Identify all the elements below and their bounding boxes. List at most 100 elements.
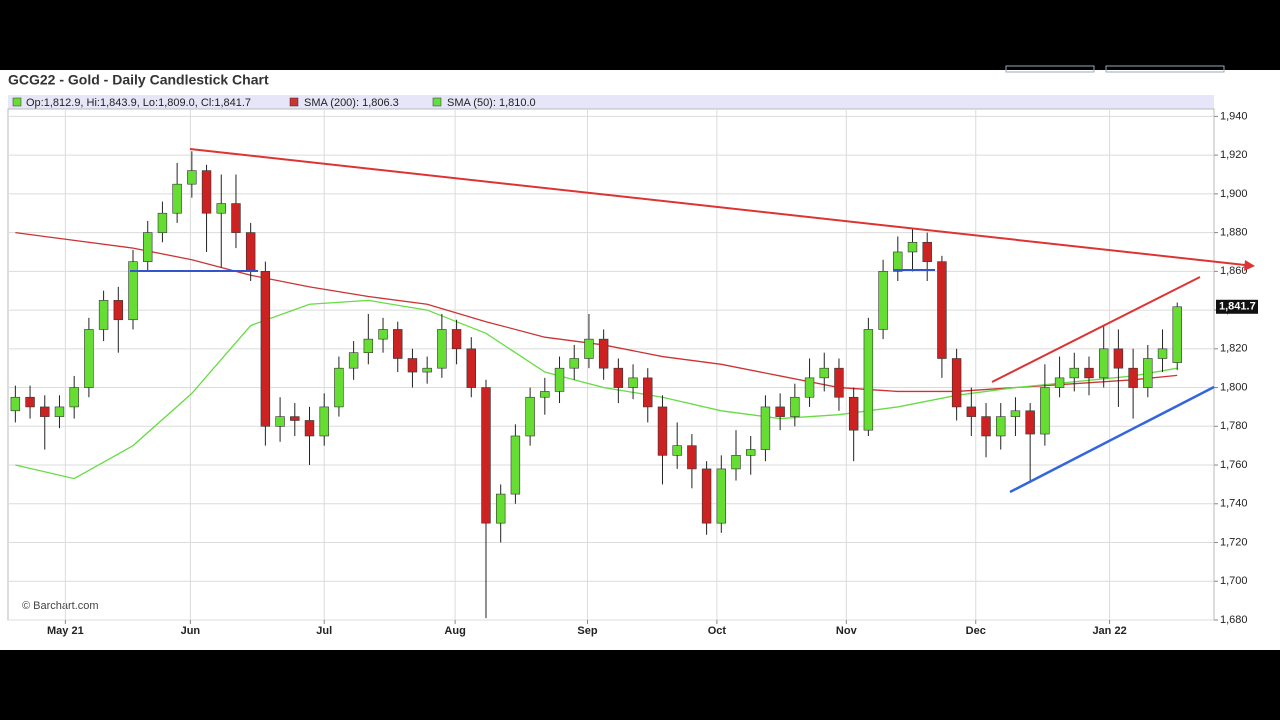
y-tick-label: 1,920 <box>1220 149 1248 161</box>
candle-body <box>893 251 903 272</box>
candle-body <box>245 232 256 272</box>
x-tick-label: Nov <box>836 625 858 637</box>
toolbar-button[interactable] <box>1105 65 1225 73</box>
candle-body <box>1128 367 1138 388</box>
candle-body <box>231 203 241 233</box>
y-tick-label: 1,720 <box>1220 536 1248 548</box>
legend-swatch <box>289 97 299 107</box>
candle-body <box>628 377 638 388</box>
candle-body <box>172 183 182 214</box>
candle-body <box>687 445 697 470</box>
candle-body <box>378 329 388 340</box>
candle-body <box>554 367 565 392</box>
candle-body <box>304 420 315 437</box>
candle-body <box>466 348 476 388</box>
legend-swatch <box>432 97 442 107</box>
y-tick-label: 1,940 <box>1220 110 1248 122</box>
x-tick-label: Sep <box>577 625 597 637</box>
candle-body <box>187 170 197 185</box>
candle-body <box>510 435 521 495</box>
candle-body <box>319 406 329 437</box>
candle-body <box>525 396 535 437</box>
toolbar-button[interactable] <box>1005 65 1095 73</box>
candle-body <box>275 416 285 427</box>
candle-body <box>84 329 94 388</box>
candle-body <box>1040 387 1050 435</box>
y-tick-label: 1,760 <box>1220 459 1248 471</box>
candle-body <box>113 300 124 321</box>
candle-body <box>143 232 153 262</box>
candle-body <box>1069 367 1079 379</box>
x-tick-label: Jul <box>316 625 332 637</box>
candle-body <box>216 203 226 214</box>
candle-body <box>643 377 653 408</box>
legend-swatch <box>12 97 22 107</box>
candle-body <box>40 406 50 417</box>
candle-body <box>672 445 682 456</box>
chart-background <box>0 70 1280 650</box>
candle-body <box>981 416 991 437</box>
candle-body <box>422 367 432 373</box>
candle-body <box>481 387 491 524</box>
y-tick-label: 1,800 <box>1220 381 1248 393</box>
candle-body <box>334 367 344 408</box>
legend-label: SMA (200): 1,806.3 <box>304 97 399 109</box>
candle-body <box>1172 306 1182 363</box>
candle-body <box>128 261 138 321</box>
y-tick-label: 1,780 <box>1220 420 1248 432</box>
candle-body <box>1098 348 1109 379</box>
x-tick-label: Oct <box>708 625 727 637</box>
candle-body <box>1054 377 1065 388</box>
x-tick-label: Jan 22 <box>1092 625 1126 637</box>
candle-body <box>407 358 418 373</box>
candle-body <box>1157 348 1168 359</box>
candle-body <box>731 455 741 470</box>
chart-title: GCG22 - Gold - Daily Candlestick Chart <box>8 72 269 88</box>
candle-body <box>907 241 918 253</box>
y-tick-label: 1,740 <box>1220 498 1248 510</box>
y-tick-label: 1,820 <box>1220 343 1248 355</box>
candle-body <box>746 449 756 456</box>
candle-body <box>657 406 668 456</box>
price-tag-label: 1,841.7 <box>1219 301 1256 313</box>
candle-body <box>348 352 359 369</box>
candle-body <box>569 358 579 369</box>
candle-body <box>878 271 888 330</box>
x-tick-label: May 21 <box>47 625 84 637</box>
candle-body <box>760 406 771 450</box>
candle-body <box>451 329 462 350</box>
candle-body <box>790 396 800 417</box>
legend-bar <box>8 95 1214 109</box>
candle-body <box>775 406 785 417</box>
watermark: © Barchart.com <box>22 600 99 612</box>
candle-body <box>613 367 624 388</box>
candle-body <box>54 406 65 417</box>
candle-body <box>363 338 374 353</box>
legend-label: SMA (50): 1,810.0 <box>447 97 536 109</box>
y-tick-label: 1,680 <box>1220 614 1248 626</box>
candle-body <box>10 396 21 412</box>
candle-body <box>393 329 403 359</box>
y-tick-label: 1,700 <box>1220 575 1248 587</box>
y-tick-label: 1,900 <box>1220 188 1248 200</box>
trend-arrow <box>1244 260 1255 271</box>
candle-body <box>290 416 300 421</box>
trend-line <box>189 148 1246 266</box>
y-tick-label: 1,880 <box>1220 226 1248 238</box>
candle-body <box>937 261 947 359</box>
candle-body <box>1113 348 1124 369</box>
candle-body <box>863 329 874 431</box>
candle-body <box>1025 410 1035 435</box>
candle-body <box>260 271 271 427</box>
candle-body <box>996 416 1006 437</box>
candle-body <box>157 212 168 233</box>
candle-body <box>584 338 594 359</box>
trend-line <box>1009 385 1215 494</box>
candle-body <box>848 396 859 431</box>
x-tick-label: Aug <box>444 625 465 637</box>
candle-body <box>98 300 109 330</box>
candle-body <box>1143 358 1153 388</box>
price-tag <box>1216 299 1258 314</box>
candle-body <box>437 329 447 369</box>
